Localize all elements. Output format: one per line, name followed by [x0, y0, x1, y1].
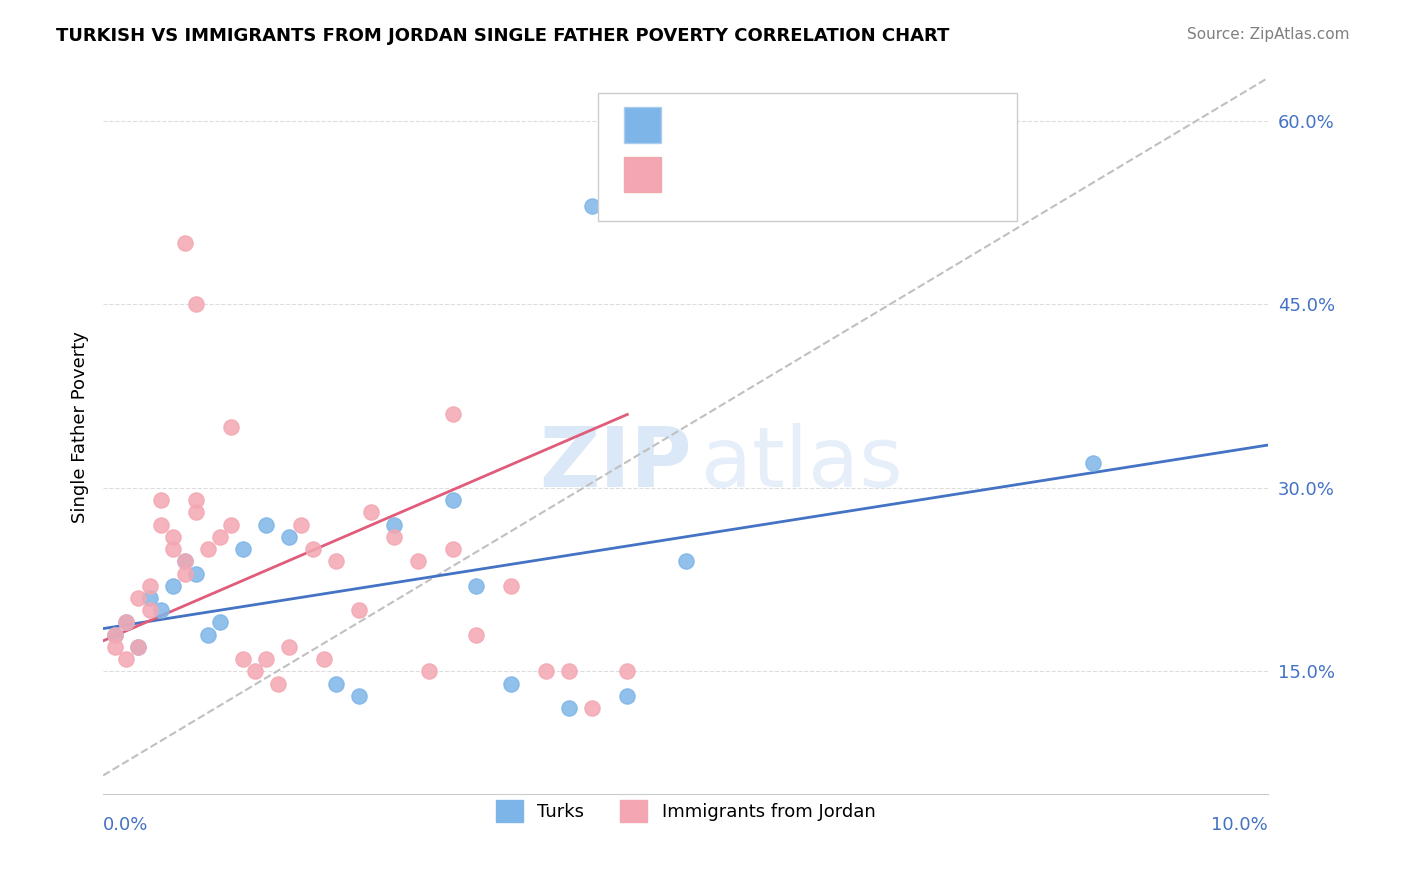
Point: [104, 628, 127, 642]
Text: Source: ZipAtlas.com: Source: ZipAtlas.com: [1187, 27, 1350, 42]
Point: [325, 676, 347, 690]
Point: [534, 665, 557, 679]
Text: ZIP: ZIP: [540, 423, 692, 504]
Text: 44: 44: [886, 162, 912, 181]
Point: [186, 566, 208, 581]
Point: [186, 297, 208, 311]
Point: [219, 517, 242, 532]
Point: [186, 493, 208, 508]
Text: 10.0%: 10.0%: [1211, 816, 1268, 834]
Point: [115, 615, 138, 630]
Text: R =: R =: [678, 162, 720, 181]
Point: [162, 530, 184, 544]
Point: [254, 517, 277, 532]
Point: [558, 665, 581, 679]
Point: [243, 665, 266, 679]
Point: [208, 615, 231, 630]
Text: atlas: atlas: [702, 423, 903, 504]
FancyBboxPatch shape: [624, 107, 661, 143]
Y-axis label: Single Father Poverty: Single Father Poverty: [72, 331, 89, 523]
Point: [173, 566, 195, 581]
Point: [278, 530, 301, 544]
Text: 0.0%: 0.0%: [103, 816, 149, 834]
Point: [173, 554, 195, 568]
Point: [360, 505, 382, 519]
FancyBboxPatch shape: [598, 93, 1018, 221]
Point: [162, 542, 184, 557]
Point: [325, 554, 347, 568]
Point: [138, 603, 160, 617]
Point: [675, 554, 697, 568]
Point: [127, 640, 149, 654]
Text: N =: N =: [825, 112, 869, 131]
Point: [104, 628, 127, 642]
Point: [115, 615, 138, 630]
Point: [581, 701, 603, 715]
Point: [197, 542, 219, 557]
Point: [232, 652, 254, 666]
Point: [581, 199, 603, 213]
Point: [441, 493, 464, 508]
Point: [115, 652, 138, 666]
Text: R =: R =: [678, 112, 720, 131]
Point: [173, 554, 195, 568]
Point: [301, 542, 323, 557]
Point: [314, 652, 336, 666]
Point: [127, 640, 149, 654]
Point: [558, 701, 581, 715]
Point: [499, 579, 522, 593]
Point: [464, 628, 486, 642]
Point: [1083, 457, 1105, 471]
Point: [104, 640, 127, 654]
Point: [173, 236, 195, 251]
Point: [464, 579, 486, 593]
Point: [162, 579, 184, 593]
Point: [418, 665, 440, 679]
Point: [127, 591, 149, 605]
Point: [616, 689, 638, 703]
Point: [150, 493, 173, 508]
Point: [441, 542, 464, 557]
Point: [138, 591, 160, 605]
Text: 24: 24: [886, 112, 912, 131]
Legend: Turks, Immigrants from Jordan: Turks, Immigrants from Jordan: [488, 792, 883, 829]
Point: [219, 419, 242, 434]
Point: [267, 676, 290, 690]
Text: TURKISH VS IMMIGRANTS FROM JORDAN SINGLE FATHER POVERTY CORRELATION CHART: TURKISH VS IMMIGRANTS FROM JORDAN SINGLE…: [56, 27, 949, 45]
Point: [232, 542, 254, 557]
Point: [441, 408, 464, 422]
Point: [499, 676, 522, 690]
Point: [349, 689, 371, 703]
Point: [616, 665, 638, 679]
Text: N =: N =: [825, 162, 869, 181]
Text: 0.340: 0.340: [741, 112, 801, 131]
Point: [349, 603, 371, 617]
Point: [150, 517, 173, 532]
Point: [406, 554, 429, 568]
Point: [208, 530, 231, 544]
Point: [254, 652, 277, 666]
Point: [197, 628, 219, 642]
Point: [382, 530, 405, 544]
Point: [382, 517, 405, 532]
Text: 0.412: 0.412: [741, 162, 801, 181]
Point: [278, 640, 301, 654]
Point: [186, 505, 208, 519]
Point: [150, 603, 173, 617]
FancyBboxPatch shape: [624, 156, 661, 192]
Point: [138, 579, 160, 593]
Point: [290, 517, 312, 532]
